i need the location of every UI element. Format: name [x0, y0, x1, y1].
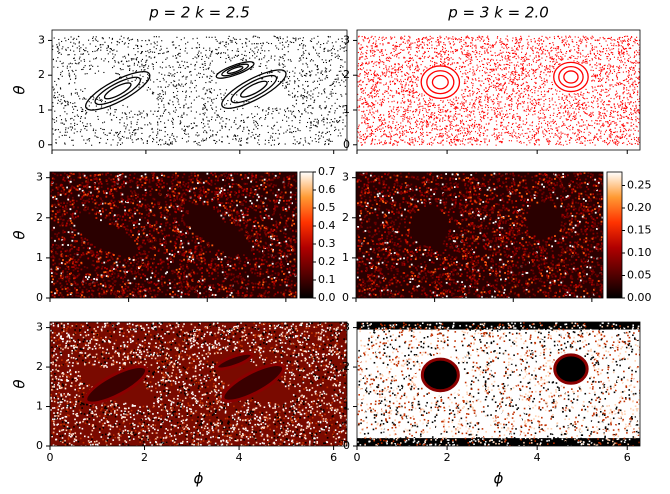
x-tick-label: 4	[236, 451, 243, 464]
island	[420, 357, 460, 393]
y-tick-label: 2	[36, 211, 43, 224]
island	[84, 365, 149, 405]
x-tick-label: 6	[330, 451, 337, 464]
y-tick-label: 2	[342, 211, 349, 224]
x-axis-label: ϕ	[494, 470, 504, 488]
island-contour	[426, 70, 455, 95]
colorbar-tick-label: 0.2	[318, 255, 336, 268]
colorbar-tick-label: 0.05	[627, 269, 652, 282]
x-tick-label: 6	[624, 451, 631, 464]
island-contour	[94, 76, 142, 106]
colorbar-tick-label: 0.15	[627, 224, 652, 237]
island-contour	[221, 63, 250, 77]
axes-frame	[356, 321, 641, 447]
colorbar-tick-label: 0.6	[318, 183, 336, 196]
axes-frame	[49, 171, 298, 299]
colorbar-tick-label: 0.1	[318, 273, 336, 286]
colorbar-tick-label: 0.3	[318, 237, 336, 250]
island-contour	[226, 65, 244, 75]
y-tick-label: 0	[343, 138, 350, 151]
y-tick-label: 3	[343, 33, 350, 46]
colorbar-tick-label: 0.20	[627, 201, 652, 214]
island-contour	[215, 61, 255, 79]
y-tick-label: 3	[36, 321, 43, 334]
island-contour	[84, 71, 151, 111]
y-tick-label: 2	[38, 68, 45, 81]
colorbar-tick-label: 0.25	[627, 179, 652, 192]
colorbar-tick-label: 0.0	[318, 291, 336, 304]
y-tick-label: 0	[343, 439, 350, 452]
y-tick-label: 3	[36, 171, 43, 184]
x-tick-label: 0	[354, 451, 361, 464]
y-tick-label: 0	[36, 291, 43, 304]
y-tick-label: 1	[36, 400, 43, 413]
colorbar	[606, 171, 623, 299]
island	[553, 353, 589, 385]
x-tick-label: 2	[141, 451, 148, 464]
island-contour	[563, 70, 579, 84]
axes-frame	[49, 321, 348, 447]
y-tick-label: 1	[342, 251, 349, 264]
y-tick-label: 2	[343, 68, 350, 81]
y-tick-label: 0	[38, 138, 45, 151]
island-contour	[230, 74, 278, 104]
axes-frame	[51, 29, 348, 151]
y-tick-label: 3	[343, 321, 350, 334]
colorbar-tick-label: 0.5	[318, 201, 336, 214]
plot-area	[357, 30, 640, 150]
island	[221, 363, 286, 403]
island-contour	[221, 69, 287, 109]
x-tick-label: 4	[534, 451, 541, 464]
y-tick-label: 1	[343, 400, 350, 413]
colorbar-tick-label: 0.7	[318, 165, 336, 178]
y-axis-label: θ	[11, 230, 29, 239]
island-contour	[558, 65, 584, 88]
axes-frame	[356, 29, 641, 151]
colorbar-tick-label: 0.4	[318, 219, 336, 232]
island-contour	[103, 82, 132, 100]
colorbar-tick-label: 0.00	[627, 291, 652, 304]
plot-area	[356, 172, 603, 298]
y-tick-label: 3	[38, 33, 45, 46]
y-tick-label: 1	[38, 103, 45, 116]
axes-frame	[355, 171, 604, 299]
plot-area	[50, 172, 297, 298]
x-tick-label: 2	[444, 451, 451, 464]
plot-area	[50, 322, 347, 446]
island-contour	[553, 61, 589, 93]
y-tick-label: 0	[36, 439, 43, 452]
island-contour	[420, 65, 461, 100]
plot-area	[357, 322, 640, 446]
y-tick-label: 1	[343, 103, 350, 116]
x-axis-label: ϕ	[194, 470, 204, 488]
y-tick-label: 2	[36, 360, 43, 373]
y-axis-label: θ	[11, 85, 29, 94]
y-tick-label: 3	[342, 171, 349, 184]
colorbar	[299, 171, 314, 299]
island-contour	[431, 74, 449, 90]
background	[50, 322, 347, 446]
panel-title: p = 2 k = 2.5	[148, 4, 250, 22]
y-axis-label: θ	[11, 379, 29, 388]
y-tick-label: 1	[36, 251, 43, 264]
island-contour	[240, 80, 268, 98]
island	[215, 351, 254, 371]
x-tick-label: 0	[47, 451, 54, 464]
y-tick-label: 2	[343, 360, 350, 373]
panel-title: p = 3 k = 2.0	[447, 4, 549, 22]
y-tick-label: 0	[342, 291, 349, 304]
plot-area	[52, 30, 347, 150]
colorbar-tick-label: 0.10	[627, 246, 652, 259]
